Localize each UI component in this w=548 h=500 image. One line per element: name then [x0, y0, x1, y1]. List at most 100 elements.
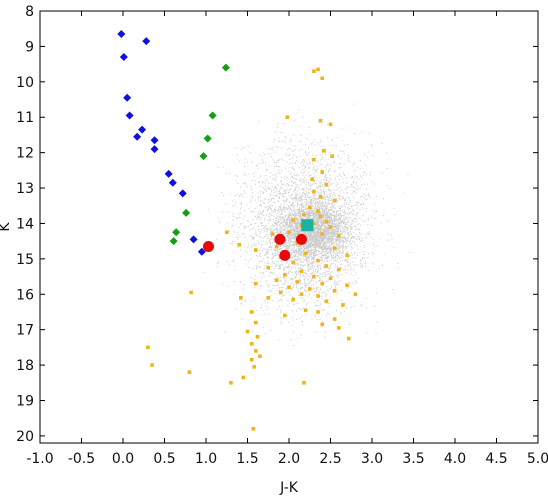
data-point: [301, 219, 314, 232]
y-tick-label: 11: [16, 110, 34, 126]
data-point: [274, 244, 279, 249]
data-point: [146, 345, 150, 350]
y-tick-label: 20: [16, 429, 34, 445]
y-tick-label: 10: [16, 75, 34, 91]
data-point: [318, 195, 323, 199]
data-point: [318, 214, 323, 219]
data-point: [346, 336, 351, 341]
data-point: [328, 276, 333, 281]
data-point: [303, 251, 308, 256]
data-point: [178, 189, 187, 198]
data-point: [270, 232, 275, 236]
data-point: [320, 76, 324, 81]
y-tick-label: 16: [16, 287, 34, 303]
data-point: [189, 290, 193, 295]
data-point: [287, 230, 291, 235]
data-point: [337, 267, 341, 272]
data-point: [150, 136, 159, 145]
data-point: [172, 228, 181, 237]
data-point: [328, 122, 333, 127]
data-point: [345, 253, 349, 258]
data-point: [274, 233, 286, 245]
data-point: [208, 111, 217, 120]
data-point: [168, 178, 177, 187]
data-point: [150, 363, 154, 367]
x-tick-label: -0.5: [68, 451, 95, 467]
data-point: [332, 246, 337, 251]
data-point: [285, 115, 290, 120]
y-tick-label: 18: [16, 358, 34, 374]
data-point: [283, 313, 287, 318]
data-point: [125, 111, 134, 120]
data-point: [254, 281, 258, 286]
data-point: [119, 53, 128, 62]
series-5-square-large: [301, 219, 314, 232]
data-point: [283, 273, 287, 277]
data-point: [345, 283, 349, 288]
data-point: [328, 225, 333, 229]
data-point: [303, 308, 308, 313]
data-point: [324, 264, 329, 268]
x-tick-label: 1.5: [236, 451, 258, 467]
y-tick-label: 8: [25, 4, 34, 20]
data-point: [221, 63, 230, 72]
data-point: [299, 292, 304, 297]
data-point: [169, 237, 178, 246]
data-point: [324, 182, 329, 187]
data-point: [337, 234, 341, 238]
data-point: [341, 303, 345, 307]
data-point: [324, 299, 329, 304]
data-point: [312, 189, 316, 194]
x-tick-label: 4.5: [485, 451, 507, 467]
data-point: [295, 280, 300, 284]
data-point: [142, 37, 151, 46]
y-tick-label: 19: [16, 394, 34, 410]
x-tick-label: 0.0: [112, 451, 134, 467]
data-point: [254, 248, 258, 252]
data-point: [295, 233, 307, 245]
data-point: [312, 221, 316, 226]
data-point: [237, 242, 241, 247]
data-point: [320, 322, 324, 327]
data-point: [274, 278, 279, 282]
data-point: [199, 152, 208, 161]
data-point: [291, 218, 295, 222]
data-point: [241, 375, 246, 380]
data-point: [245, 329, 250, 334]
data-point: [302, 381, 306, 385]
y-tick-label: 17: [16, 323, 34, 339]
x-tick-label: 1.0: [195, 451, 217, 467]
x-axis-label: J-K: [279, 480, 299, 496]
data-point: [117, 30, 126, 39]
data-point: [332, 288, 337, 293]
data-point: [316, 294, 320, 298]
data-point: [189, 235, 198, 244]
data-point: [320, 232, 324, 236]
y-tick-label: 9: [25, 39, 34, 55]
data-point: [197, 247, 206, 256]
data-point: [320, 281, 324, 286]
y-tick-label: 12: [16, 146, 34, 162]
y-axis-ticks: 8 9 10 11 12 13 14 15 16 17 18 19 20: [16, 4, 538, 445]
y-axis-label: K: [0, 222, 13, 232]
y-tick-label: 15: [16, 252, 34, 268]
data-point: [332, 317, 337, 321]
data-point: [266, 296, 271, 300]
data-point: [249, 357, 254, 362]
data-point: [239, 296, 243, 300]
data-point: [307, 205, 312, 210]
x-tick-label: 3.5: [402, 451, 424, 467]
data-point: [252, 365, 256, 369]
data-point: [254, 349, 258, 353]
data-point: [353, 292, 358, 297]
data-point: [266, 265, 271, 270]
data-point: [332, 198, 337, 203]
data-point: [249, 310, 254, 314]
data-point: [324, 219, 329, 224]
data-point: [307, 287, 312, 291]
data-point: [312, 274, 316, 279]
data-point: [224, 230, 229, 235]
data-point: [229, 381, 233, 385]
